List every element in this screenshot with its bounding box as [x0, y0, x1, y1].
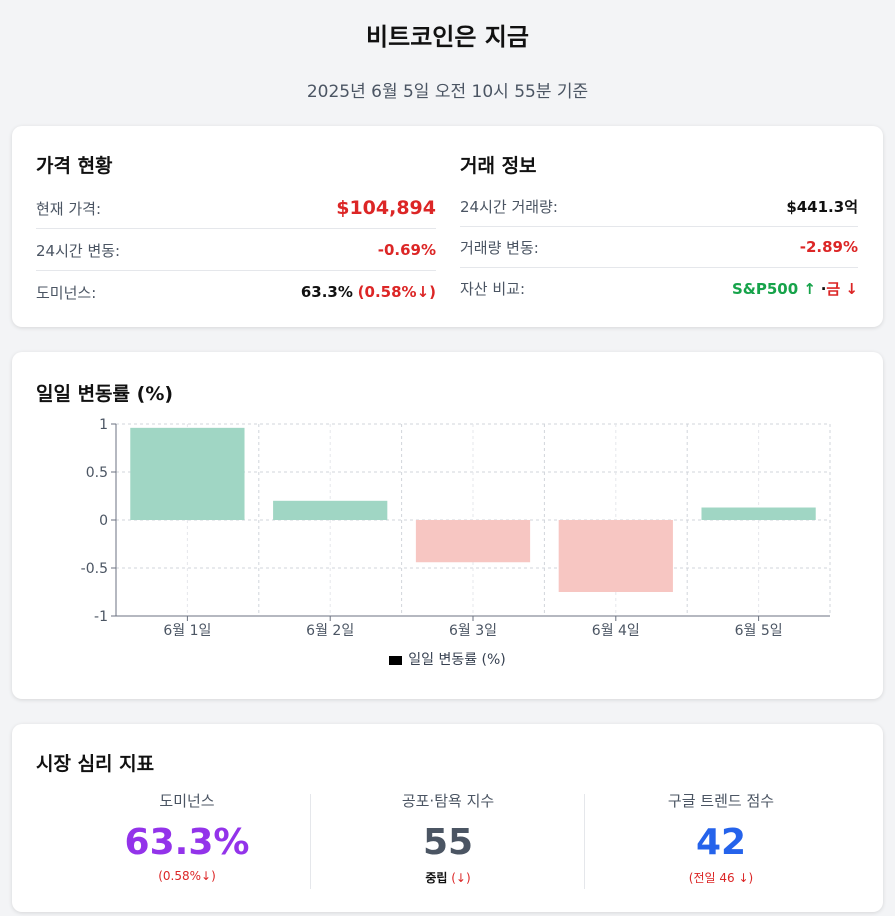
fear-greed-label: 공포·탐욕 지수 — [401, 792, 495, 810]
change-24h-row: 24시간 변동: -0.69% — [36, 230, 436, 271]
price-status-section: 가격 현황 현재 가격: $104,894 24시간 변동: -0.69% 도미… — [36, 126, 436, 327]
google-trends-value: 42 — [695, 822, 747, 863]
daily-change-card: 일일 변동률 (%) 1 0.5 0 -0.5 -1 6월 1일 6월 2일 6월 3일 6월 … — [12, 352, 883, 699]
y-tick-label: 0.5 — [86, 465, 108, 481]
current-price-row: 현재 가격: $104,894 — [36, 188, 436, 229]
volume-change-label: 거래량 변동: — [460, 238, 539, 257]
sentiment-google-trends: 구글 트렌드 점수 42 (전일 46 ↓) — [596, 790, 846, 886]
x-tick-label: 6월 4일 — [592, 623, 640, 639]
sentiment-card: 시장 심리 지표 도미넌스 63.3% (0.58%↓) 공포·탐욕 지수 55… — [12, 724, 883, 912]
current-price-value: $104,894 — [336, 197, 436, 219]
bar — [130, 427, 245, 520]
compare-separator: · — [820, 279, 827, 298]
dominance-change: (0.58%↓) — [357, 283, 436, 301]
asset-compare-row: 자산 비교: S&P500 ↑ ·금 ↓ — [460, 268, 858, 308]
sentiment-fear-greed: 공포·탐욕 지수 55 중립 (↓) — [323, 790, 573, 886]
y-tick-label: -1 — [94, 609, 108, 625]
volume-24h-label: 24시간 거래량: — [460, 197, 558, 216]
y-tick-label: -0.5 — [81, 561, 108, 577]
dominance-row: 도미넌스: 63.3% (0.58%↓) — [36, 272, 436, 312]
sentiment-divider-2 — [584, 794, 585, 889]
x-tick-label: 6월 3일 — [449, 623, 497, 639]
bar — [415, 520, 531, 563]
sentiment-dominance-label: 도미넌스 — [159, 792, 215, 810]
dominance-label: 도미넌스: — [36, 283, 97, 302]
price-status-heading: 가격 현황 — [36, 155, 113, 177]
volume-24h-value: $441.3억 — [786, 197, 858, 216]
fear-greed-sub: 중립 (↓) — [323, 869, 573, 886]
trade-info-section: 거래 정보 24시간 거래량: $441.3억 거래량 변동: -2.89% 자… — [460, 126, 858, 327]
dominance-value: 63.3% — [300, 283, 353, 301]
asset-compare-label: 자산 비교: — [460, 279, 526, 298]
gold-compare: 금 ↓ — [826, 279, 858, 298]
page-subtitle: 2025년 6월 5일 오전 10시 55분 기준 — [306, 82, 589, 102]
page-title: 비트코인은 지금 — [366, 23, 529, 51]
current-price-label: 현재 가격: — [36, 199, 102, 218]
trade-info-heading: 거래 정보 — [460, 155, 537, 177]
legend-label: 일일 변동률 (%) — [408, 652, 506, 668]
fear-greed-value: 55 — [422, 822, 474, 863]
sentiment-heading: 시장 심리 지표 — [36, 753, 155, 775]
x-tick-label: 6월 2일 — [306, 623, 354, 639]
volume-change-value: -2.89% — [799, 238, 858, 256]
x-tick-label: 6월 1일 — [163, 623, 211, 639]
sentiment-dominance-value: 63.3% — [124, 822, 250, 863]
sentiment-dominance: 도미넌스 63.3% (0.58%↓) — [62, 790, 312, 883]
fear-greed-trend: (↓) — [451, 871, 471, 885]
legend-swatch — [389, 655, 403, 665]
chart-heading: 일일 변동률 (%) — [36, 383, 174, 405]
bar — [558, 520, 673, 592]
google-trends-sub: (전일 46 ↓) — [688, 871, 754, 885]
change-24h-value: -0.69% — [377, 241, 436, 259]
bar — [273, 500, 388, 520]
sp500-compare: S&P500 ↑ — [731, 279, 816, 298]
fear-greed-state: 중립 — [425, 871, 448, 885]
chart-legend: 일일 변동률 (%) — [12, 649, 883, 669]
daily-change-chart: 1 0.5 0 -0.5 -1 6월 1일 6월 2일 6월 3일 6월 4일 6월 5일 — [81, 417, 831, 639]
sentiment-dominance-sub: (0.58%↓) — [158, 869, 216, 883]
bar — [701, 507, 816, 520]
x-tick-label: 6월 5일 — [735, 623, 783, 639]
summary-card: 가격 현황 현재 가격: $104,894 24시간 변동: -0.69% 도미… — [12, 126, 883, 327]
volume-change-row: 거래량 변동: -2.89% — [460, 227, 858, 268]
y-tick-label: 1 — [99, 417, 108, 433]
google-trends-label: 구글 트렌드 점수 — [667, 792, 775, 810]
y-tick-label: 0 — [99, 513, 108, 529]
sentiment-divider-1 — [310, 794, 311, 889]
volume-24h-row: 24시간 거래량: $441.3억 — [460, 186, 858, 227]
change-24h-label: 24시간 변동: — [36, 241, 121, 260]
